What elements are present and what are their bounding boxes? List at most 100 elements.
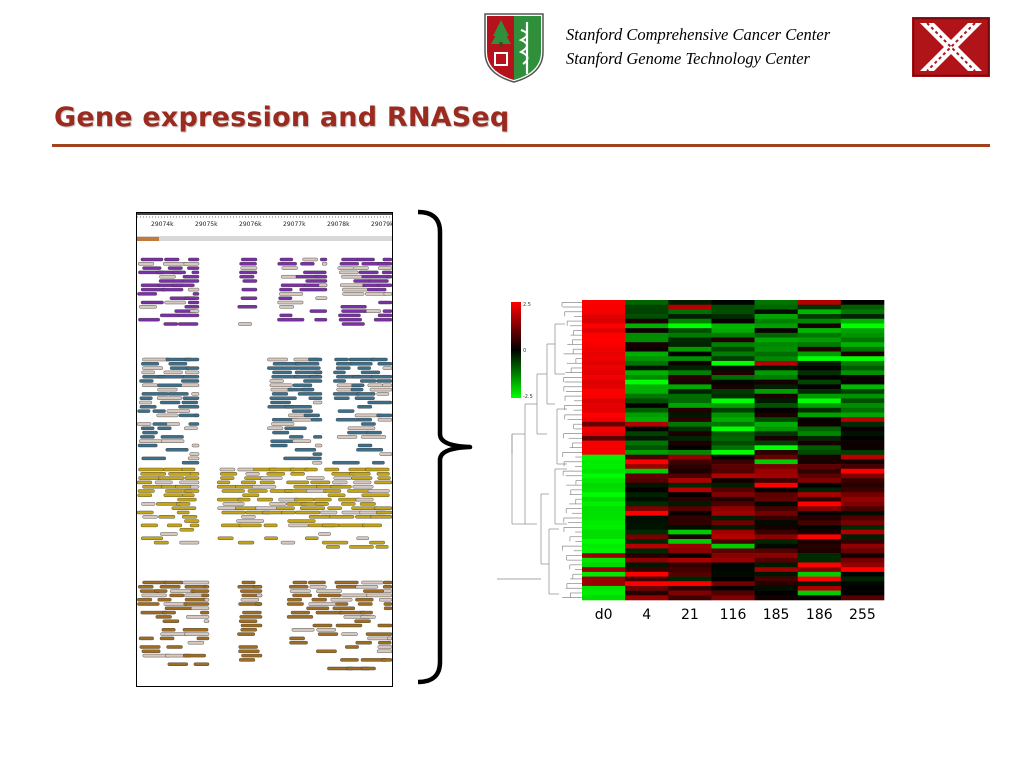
heatmap-cell <box>625 590 669 596</box>
heatmap-cell <box>797 548 842 554</box>
heatmap-cell <box>754 454 799 460</box>
heatmap-cell <box>711 304 755 310</box>
heatmap-cell <box>840 314 885 320</box>
heatmap-cell <box>625 487 669 493</box>
heatmap-cell <box>797 435 842 441</box>
heatmap-cell <box>797 450 842 455</box>
heatmap-cell <box>754 525 799 530</box>
heatmap-cell <box>754 435 799 441</box>
heatmap-cell <box>625 389 669 395</box>
heatmap-cell <box>668 557 712 563</box>
heatmap-cell <box>711 375 755 380</box>
heatmap-cell <box>840 506 885 512</box>
heatmap-cell <box>840 346 885 352</box>
heatmap-cell <box>625 450 669 455</box>
heatmap-cell <box>711 445 755 451</box>
heatmap-cell <box>582 360 626 366</box>
heatmap-cell <box>711 389 755 395</box>
heatmap-cell <box>625 510 669 516</box>
heatmap-cell <box>797 539 842 545</box>
heatmap-cell <box>625 548 669 554</box>
heatmap-cell <box>711 342 755 348</box>
heatmap-cell <box>754 440 799 446</box>
heatmap-cell <box>711 515 755 521</box>
heatmap-cell <box>797 346 842 352</box>
heatmap-cell <box>840 482 885 488</box>
heatmap-cell <box>668 567 712 573</box>
heatmap-cell <box>840 389 885 395</box>
heatmap-column-label: d0 <box>595 607 613 623</box>
heatmap-cell <box>797 393 842 399</box>
heatmap-cell <box>711 454 755 460</box>
heatmap-cell <box>797 421 842 427</box>
heatmap-cell <box>797 365 842 371</box>
heatmap-cell <box>754 557 799 563</box>
heatmap-cell <box>711 464 755 470</box>
heatmap-cell <box>625 482 669 488</box>
heatmap-cell <box>797 590 842 596</box>
heatmap-cell <box>711 412 755 418</box>
heatmap-cell <box>840 567 885 573</box>
heatmap-cell <box>668 314 712 320</box>
heatmap-cell <box>711 571 755 577</box>
heatmap-cell <box>625 403 669 409</box>
heatmap-cell <box>754 332 799 338</box>
heatmap-cell <box>625 478 669 484</box>
heatmap-cell <box>754 571 799 577</box>
heatmap-cell <box>582 332 626 338</box>
heatmap-cell <box>754 492 799 498</box>
heatmap-cell <box>754 520 799 526</box>
heatmap-column-label: 185 <box>763 607 790 623</box>
heatmap-cell <box>582 525 626 530</box>
heatmap-cell <box>797 482 842 488</box>
heatmap-cell <box>797 576 842 582</box>
heatmap-cell <box>582 595 626 601</box>
heatmap-cell <box>754 539 799 545</box>
heatmap-cell <box>625 553 669 559</box>
heatmap-cell <box>711 332 755 338</box>
heatmap-cell <box>582 520 626 526</box>
heatmap-cell <box>840 501 885 507</box>
heatmap-cell <box>582 389 626 395</box>
heatmap-cell <box>582 487 626 493</box>
heatmap-cell <box>711 356 755 362</box>
heatmap-cell <box>840 595 885 601</box>
heatmap-cell <box>711 501 755 507</box>
heatmap-cell <box>711 529 755 535</box>
heatmap-cell <box>754 534 799 540</box>
heatmap-cell <box>668 318 712 324</box>
heatmap-cell <box>711 370 755 376</box>
heatmap-cell <box>668 403 712 409</box>
heatmap-cell <box>840 421 885 427</box>
heatmap-cell <box>582 539 626 545</box>
heatmap-cell <box>754 384 799 390</box>
heatmap-cell <box>797 515 842 521</box>
heatmap-cell <box>668 351 712 357</box>
heatmap-cell <box>582 426 626 432</box>
heatmap-cell <box>668 417 712 423</box>
heatmap-cell <box>668 426 712 432</box>
heatmap-column-label: 116 <box>720 607 747 623</box>
heatmap-cell <box>625 379 669 385</box>
heatmap-cell <box>668 389 712 395</box>
heatmap-cell <box>668 360 712 366</box>
heatmap-cell <box>668 520 712 526</box>
heatmap-cell <box>840 571 885 577</box>
heatmap-cell <box>840 534 885 540</box>
heatmap-cell <box>754 431 799 437</box>
heatmap-cell <box>625 581 669 587</box>
heatmap-cell <box>797 379 842 385</box>
heatmap-cell <box>625 525 669 530</box>
heatmap-cell <box>668 450 712 455</box>
heatmap-cell <box>582 492 626 498</box>
heatmap-cell <box>711 520 755 526</box>
ruler-tick-label: 29077k <box>283 221 306 228</box>
heatmap-cell <box>797 323 842 329</box>
heatmap-cell <box>582 342 626 348</box>
heatmap-cell <box>711 328 755 334</box>
heatmap-cell <box>840 431 885 437</box>
heatmap-cell <box>625 365 669 371</box>
heatmap-cell <box>625 454 669 460</box>
heatmap-cell <box>840 337 885 343</box>
heatmap-cell <box>625 351 669 357</box>
